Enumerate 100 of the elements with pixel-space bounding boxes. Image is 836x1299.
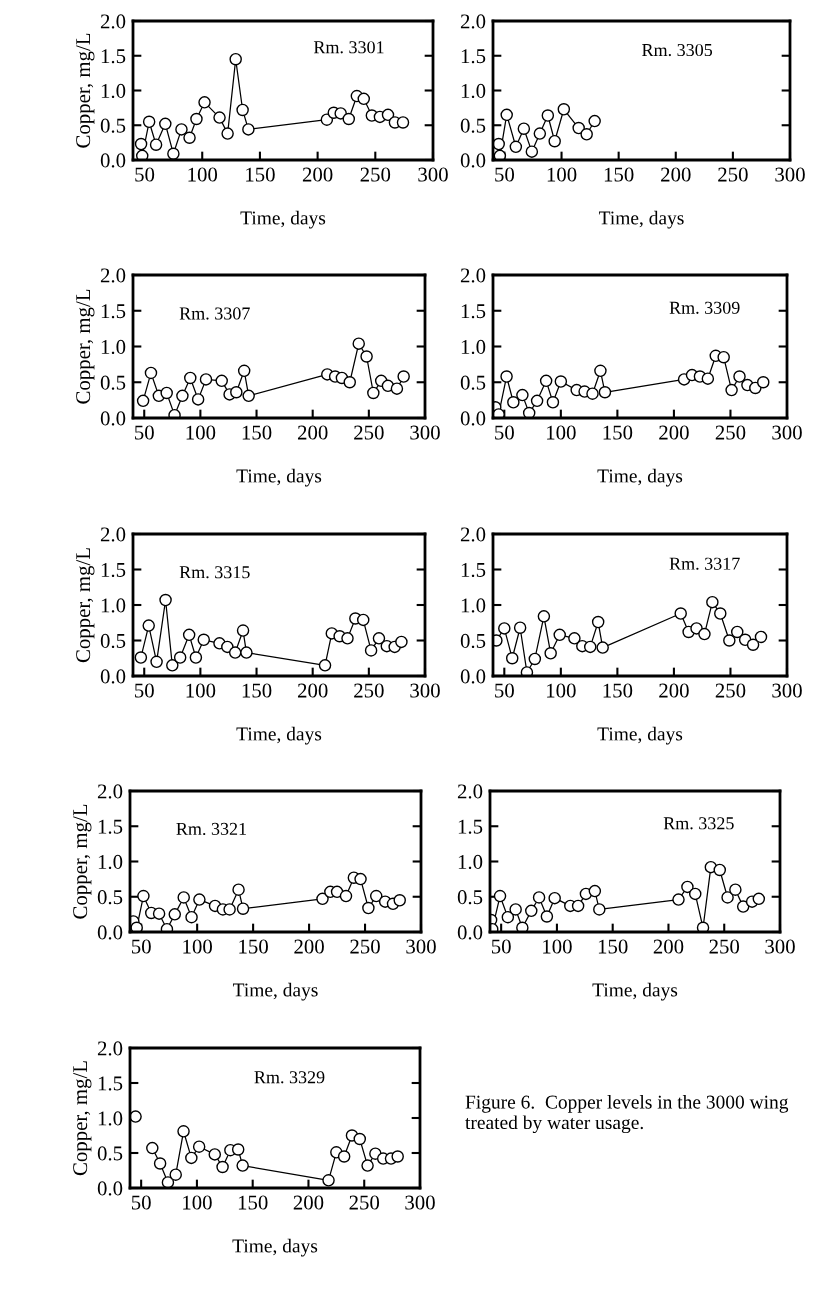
point: [193, 893, 206, 906]
point: [493, 149, 507, 160]
point: [236, 624, 250, 637]
point: [672, 893, 685, 906]
point: [339, 889, 353, 903]
point: [144, 366, 158, 380]
point: [240, 646, 253, 659]
x-axis-title: Time, days: [236, 726, 322, 745]
x-tick-label: 200: [659, 683, 689, 698]
point: [516, 388, 529, 402]
point: [729, 883, 742, 896]
point: [135, 149, 149, 160]
point: [134, 137, 148, 151]
point: [330, 885, 344, 899]
point: [173, 651, 187, 664]
point: [391, 1150, 404, 1163]
y-tick-label: 2.0: [460, 527, 486, 542]
point: [236, 902, 250, 915]
x-tick-label: 100: [547, 425, 576, 440]
x-tick-label: 50: [131, 1195, 151, 1210]
y-axis-title: Copper, mg/L: [73, 1061, 92, 1176]
x-tick-label: 250: [354, 425, 384, 440]
point: [530, 394, 544, 408]
text: Rm. 3315: [179, 566, 250, 579]
x-tick-label: 100: [183, 939, 212, 954]
point: [354, 872, 367, 886]
point: [242, 389, 255, 403]
x-axis-title: Time, days: [597, 468, 683, 487]
point: [390, 382, 404, 395]
x-axis-title: Time, days: [592, 982, 678, 1001]
point: [168, 908, 182, 921]
point: [594, 364, 607, 378]
point: [541, 109, 555, 122]
point: [130, 921, 143, 932]
x-tick-label: 100: [186, 425, 216, 440]
point: [237, 364, 251, 378]
x-tick-label: 50: [135, 425, 154, 440]
y-tick-label: 1.0: [101, 598, 126, 613]
y-tick-label: 0.5: [100, 118, 126, 133]
x-tick-label: 250: [718, 167, 748, 182]
point: [580, 128, 593, 141]
point: [134, 651, 148, 664]
y-tick-label: 2.0: [460, 14, 486, 29]
point: [757, 375, 770, 389]
y-tick-label: 1.0: [458, 854, 483, 870]
point: [522, 406, 536, 418]
x-tick-label: 300: [405, 1195, 435, 1210]
point: [721, 891, 734, 904]
y-tick-label: 0.5: [100, 633, 126, 649]
point: [493, 889, 507, 903]
point: [221, 127, 234, 140]
point: [586, 387, 599, 400]
point: [342, 112, 356, 126]
point: [159, 117, 172, 131]
text: Rm. 3317: [669, 557, 740, 570]
point: [493, 137, 505, 151]
y-axis-title: Copper, mg/L: [76, 289, 95, 404]
point: [189, 651, 203, 664]
point: [216, 1160, 229, 1174]
point: [153, 1157, 167, 1170]
y-tick-label: 0.5: [457, 890, 483, 905]
point: [360, 350, 373, 363]
point: [723, 634, 736, 647]
y-tick-label: 1.0: [101, 83, 126, 99]
y-tick-label: 2.0: [97, 784, 123, 799]
x-tick-label: 200: [659, 425, 689, 440]
x-tick-label: 100: [186, 683, 216, 698]
point: [149, 138, 163, 151]
x-tick-label: 300: [775, 167, 805, 182]
point: [215, 374, 228, 388]
y-tick-label: 1.5: [98, 819, 123, 834]
y-tick-label: 1.5: [98, 1076, 123, 1091]
point: [177, 1125, 190, 1138]
x-tick-label: 50: [491, 939, 511, 954]
point: [537, 610, 551, 623]
x-tick-label: 300: [410, 425, 440, 440]
point: [242, 123, 255, 136]
x-tick-label: 150: [603, 425, 633, 440]
point: [161, 1176, 175, 1188]
point: [688, 887, 702, 901]
point: [746, 638, 760, 652]
y-axis-title: Copper, mg/L: [76, 33, 95, 148]
point: [190, 112, 203, 126]
point: [160, 386, 173, 400]
point: [532, 891, 546, 904]
y-tick-label: 0.5: [460, 375, 486, 390]
point: [733, 370, 746, 383]
point: [493, 408, 505, 418]
point: [498, 622, 511, 635]
point: [752, 892, 766, 906]
x-tick-label: 150: [239, 939, 268, 954]
point: [583, 640, 597, 654]
point: [525, 145, 539, 158]
y-tick-label: 1.5: [458, 819, 483, 834]
y-tick-label: 1.0: [461, 598, 486, 613]
x-axis-title: Time, days: [232, 1238, 318, 1257]
point: [169, 1168, 182, 1181]
y-tick-label: 1.5: [461, 562, 486, 578]
point: [160, 922, 174, 932]
y-tick-label: 2.0: [460, 268, 486, 283]
